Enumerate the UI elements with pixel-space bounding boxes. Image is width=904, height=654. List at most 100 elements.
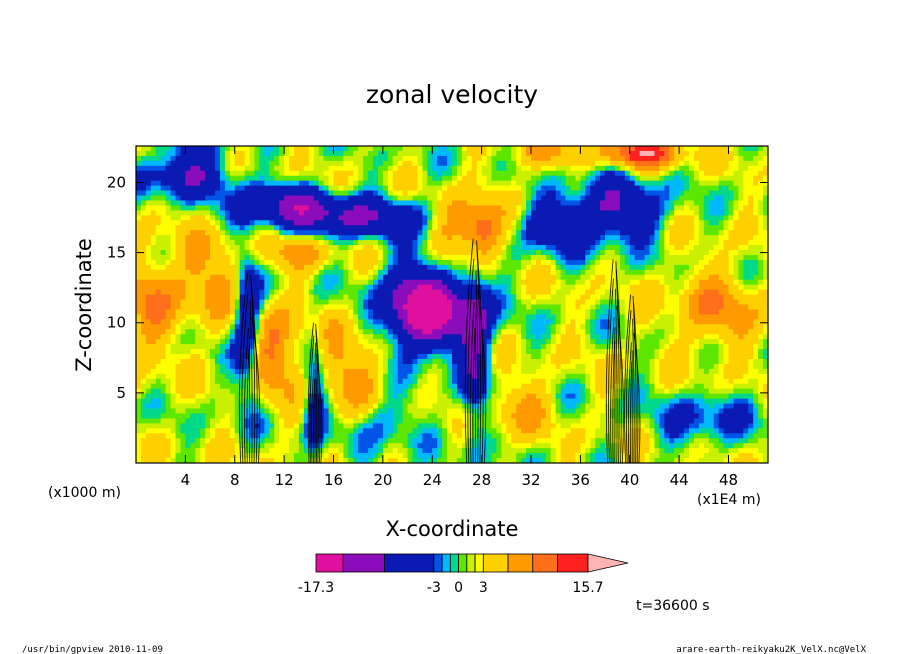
field-cell — [254, 220, 260, 226]
field-cell — [269, 284, 275, 291]
field-cell — [535, 309, 542, 315]
field-cell — [674, 245, 680, 251]
field-cell — [679, 334, 685, 340]
field-cell — [506, 284, 512, 291]
field-cell — [580, 274, 586, 281]
field-cell — [624, 175, 631, 182]
field-cell — [654, 155, 660, 162]
field-cell — [481, 146, 488, 152]
field-cell — [447, 329, 453, 335]
field-cell — [476, 245, 483, 251]
field-cell — [308, 274, 315, 281]
field-cell — [738, 180, 744, 187]
field-cell — [659, 180, 665, 187]
field-cell — [624, 259, 631, 266]
field-cell — [708, 254, 715, 261]
field-cell — [521, 210, 527, 216]
field-cell — [229, 235, 236, 241]
field-cell — [353, 200, 359, 206]
field-cell — [402, 180, 409, 187]
field-cell — [501, 146, 507, 152]
field-cell — [333, 235, 339, 241]
field-cell — [308, 284, 315, 291]
field-cell — [269, 155, 275, 162]
field-cell — [190, 250, 196, 256]
field-cell — [190, 274, 196, 281]
field-cell — [239, 284, 246, 291]
field-cell — [639, 195, 646, 201]
field-cell — [195, 334, 201, 340]
field-cell — [274, 146, 280, 152]
field-cell — [639, 180, 646, 187]
field-cell — [516, 170, 522, 177]
field-cell — [698, 289, 705, 296]
field-cell — [229, 220, 236, 226]
field-cell — [565, 334, 571, 340]
field-cell — [491, 170, 497, 177]
field-cell — [392, 170, 399, 177]
field-cell — [417, 210, 423, 216]
field-cell — [496, 175, 502, 182]
field-cell — [496, 195, 502, 201]
field-cell — [190, 269, 196, 276]
field-cell — [239, 274, 246, 281]
field-cell — [466, 210, 473, 216]
field-cell — [535, 146, 542, 152]
field-cell — [244, 170, 251, 177]
field-cell — [170, 185, 176, 192]
field-cell — [461, 225, 468, 231]
field-cell — [698, 294, 705, 301]
field-cell — [743, 205, 749, 211]
field-cell — [486, 329, 492, 335]
field-cell — [693, 225, 700, 231]
field-cell — [723, 150, 729, 157]
field-cell — [624, 146, 631, 152]
field-cell — [565, 215, 571, 221]
field-cell — [175, 150, 181, 157]
field-cell — [718, 240, 725, 246]
field-cell — [466, 254, 473, 261]
field-cell — [244, 146, 251, 152]
field-cell — [412, 319, 418, 325]
field-cell — [481, 245, 488, 251]
field-cell — [368, 289, 374, 296]
field-cell — [590, 200, 596, 206]
field-cell — [585, 294, 591, 301]
field-cell — [634, 210, 641, 216]
field-cell — [713, 289, 720, 296]
field-cell — [501, 264, 507, 271]
field-cell — [733, 235, 739, 241]
field-cell — [703, 304, 710, 310]
field-cell — [679, 165, 685, 172]
field-cell — [279, 309, 285, 315]
field-cell — [624, 235, 631, 241]
field-cell — [402, 309, 409, 315]
field-cell — [481, 215, 488, 221]
field-cell — [748, 309, 754, 315]
field-cell — [323, 160, 330, 167]
field-cell — [629, 165, 636, 172]
field-cell — [402, 254, 409, 261]
field-cell — [496, 279, 502, 286]
field-cell — [205, 155, 211, 162]
field-cell — [140, 259, 147, 266]
field-cell — [259, 284, 265, 291]
field-cell — [328, 329, 334, 335]
field-cell — [600, 150, 606, 157]
field-cell — [368, 146, 374, 152]
field-cell — [481, 309, 488, 315]
field-cell — [743, 294, 749, 301]
field-cell — [200, 165, 206, 172]
field-cell — [511, 269, 517, 276]
field-cell — [432, 299, 438, 305]
field-cell — [466, 289, 473, 296]
field-cell — [442, 160, 448, 167]
field-cell — [210, 289, 216, 296]
field-cell — [531, 284, 537, 291]
field-cell — [417, 175, 423, 182]
field-cell — [713, 150, 720, 157]
field-cell — [466, 235, 473, 241]
field-cell — [215, 274, 221, 281]
field-cell — [373, 304, 379, 310]
field-cell — [570, 195, 576, 201]
